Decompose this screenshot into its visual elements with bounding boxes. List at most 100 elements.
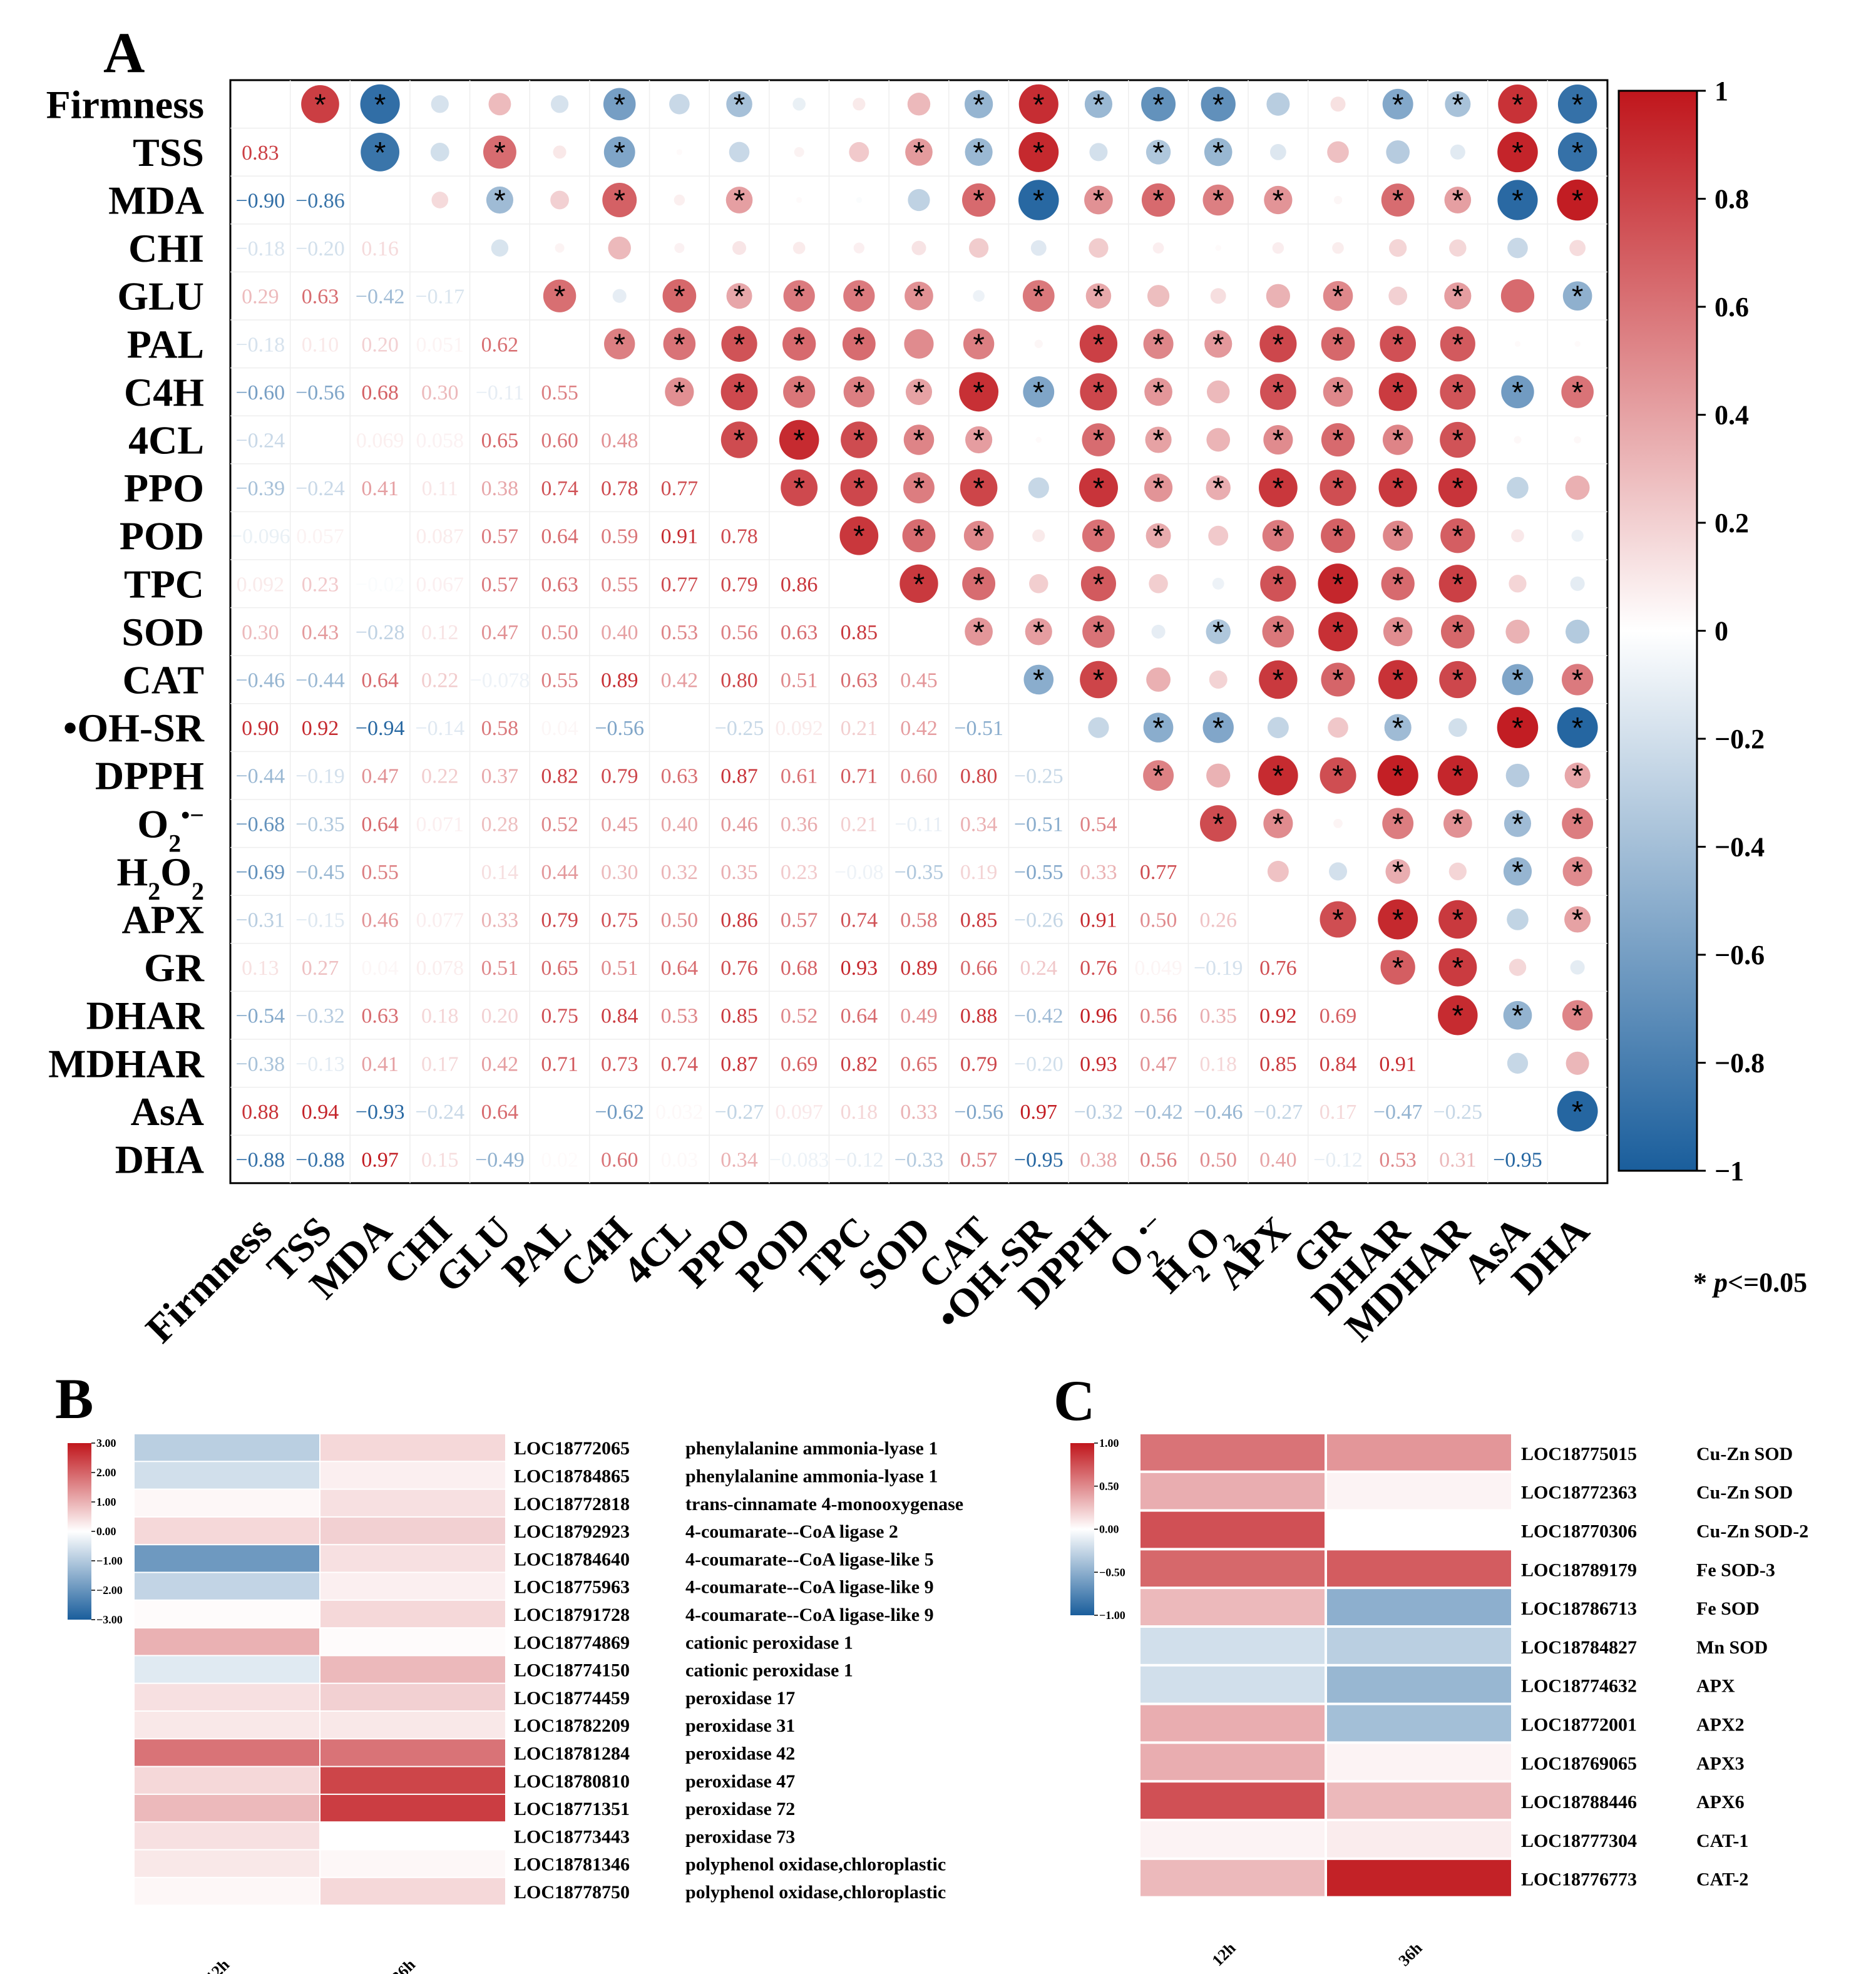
corr-value: 0.79	[720, 573, 758, 596]
corr-value: −0.56	[595, 717, 644, 740]
significance-star: *	[1392, 472, 1404, 505]
corr-value: 0.80	[960, 765, 998, 788]
significance-star: *	[1452, 952, 1463, 985]
heat-cell	[1140, 1550, 1325, 1587]
significance-star: *	[853, 472, 865, 505]
significance-star: *	[734, 88, 746, 121]
corr-value: 0.51	[481, 957, 519, 980]
corr-circle	[856, 197, 863, 203]
corr-value: 0.73	[601, 1052, 638, 1076]
corr-value: −0.13	[295, 1052, 345, 1076]
heat-colorbar-label: 0.50	[1099, 1480, 1119, 1493]
heat-cell	[320, 1517, 505, 1545]
corr-value: 0.68	[781, 957, 818, 980]
corr-value: 0.65	[900, 1052, 938, 1076]
corr-circle	[1034, 339, 1043, 348]
significance-star: *	[853, 328, 865, 361]
significance-star: *	[1212, 185, 1224, 218]
corr-value: 0.33	[1080, 861, 1117, 884]
significance-star: *	[1152, 88, 1164, 121]
corr-value: −0.55	[1014, 861, 1064, 884]
corr-value: −0.25	[715, 717, 764, 740]
corr-circle	[1323, 280, 1353, 311]
corr-value: 0.42	[661, 669, 699, 692]
heat-colorbar-label: −1.00	[1099, 1609, 1125, 1622]
corr-circle	[1444, 282, 1472, 310]
significance-star: *	[1152, 760, 1164, 793]
corr-circle	[1263, 808, 1293, 838]
corr-circle	[1557, 1091, 1598, 1132]
corr-value: 0.93	[841, 957, 878, 980]
significance-star: *	[1033, 664, 1045, 697]
corr-value: 0.55	[601, 573, 638, 596]
corr-circle	[1386, 140, 1410, 164]
corr-circle	[1018, 84, 1058, 124]
corr-circle	[911, 240, 926, 255]
row-label: GLU	[117, 274, 204, 319]
gene-id: LOC18770306	[1521, 1521, 1637, 1542]
corr-value: 0.16	[361, 237, 399, 260]
corr-value: 0.30	[601, 861, 638, 884]
corr-circle	[1206, 428, 1231, 452]
significance-star: *	[973, 472, 985, 505]
corr-value: 0.15	[421, 1149, 459, 1172]
corr-value: 0.27	[302, 957, 339, 980]
corr-circle	[1323, 377, 1353, 407]
corr-value: 0.66	[960, 957, 998, 980]
significance-star: *	[1572, 136, 1584, 170]
heat-cell	[135, 1767, 319, 1794]
heat-cell	[135, 1573, 319, 1600]
heat-cell	[320, 1656, 505, 1683]
heat-cell	[320, 1628, 505, 1655]
corr-circle	[1330, 96, 1346, 112]
corr-circle	[1144, 378, 1172, 406]
significance-star: *	[1152, 520, 1164, 553]
significance-star: *	[1093, 88, 1105, 121]
heat-cell	[1327, 1744, 1511, 1781]
heat-cell	[1140, 1666, 1325, 1703]
corr-value: 0.79	[601, 765, 638, 788]
corr-value: 0.77	[1140, 861, 1177, 884]
significance-star: *	[853, 424, 865, 458]
gene-id: LOC18791728	[514, 1605, 630, 1625]
corr-value: 0.63	[541, 573, 578, 596]
corr-circle	[1079, 325, 1118, 363]
corr-value: 0.75	[541, 1005, 578, 1028]
gene-name: APX6	[1696, 1792, 1745, 1812]
significance-star: *	[1572, 856, 1584, 889]
row-label: O2•−	[137, 801, 204, 857]
significance-star: *	[1392, 856, 1404, 889]
significance-star: *	[1452, 808, 1463, 841]
significance-star: *	[1452, 472, 1463, 505]
corr-circle	[1382, 88, 1413, 120]
significance-star: *	[973, 88, 985, 121]
colorbar-tick-label: 0.4	[1715, 400, 1749, 431]
gene-name: Cu-Zn SOD	[1696, 1483, 1793, 1503]
corr-circle	[1146, 140, 1171, 165]
corr-circle	[612, 289, 627, 303]
corr-value: 0.12	[421, 621, 459, 644]
significance-star: *	[1512, 88, 1524, 121]
corr-value: −0.17	[415, 285, 464, 309]
corr-circle	[905, 138, 933, 166]
significance-star: *	[1093, 472, 1105, 505]
corr-circle	[973, 290, 985, 302]
significance-star: *	[1332, 760, 1344, 793]
corr-circle	[962, 567, 996, 600]
corr-value: 0.64	[661, 957, 699, 980]
corr-circle	[902, 519, 936, 553]
corr-value: 0.57	[481, 525, 519, 548]
row-label: SOD	[121, 610, 204, 654]
corr-value: 0.76	[720, 957, 758, 980]
significance-star: *	[1273, 376, 1284, 409]
corr-value: 0.86	[781, 573, 818, 596]
gene-name: peroxidase 72	[685, 1799, 795, 1819]
corr-circle	[843, 280, 875, 312]
gene-id: LOC18789179	[1521, 1560, 1637, 1580]
corr-circle	[1082, 519, 1115, 552]
corr-value: −0.54	[235, 1005, 285, 1028]
corr-circle	[792, 242, 806, 254]
corr-circle	[491, 239, 509, 257]
significance-star: *	[674, 376, 685, 409]
significance-star: *	[913, 520, 925, 553]
